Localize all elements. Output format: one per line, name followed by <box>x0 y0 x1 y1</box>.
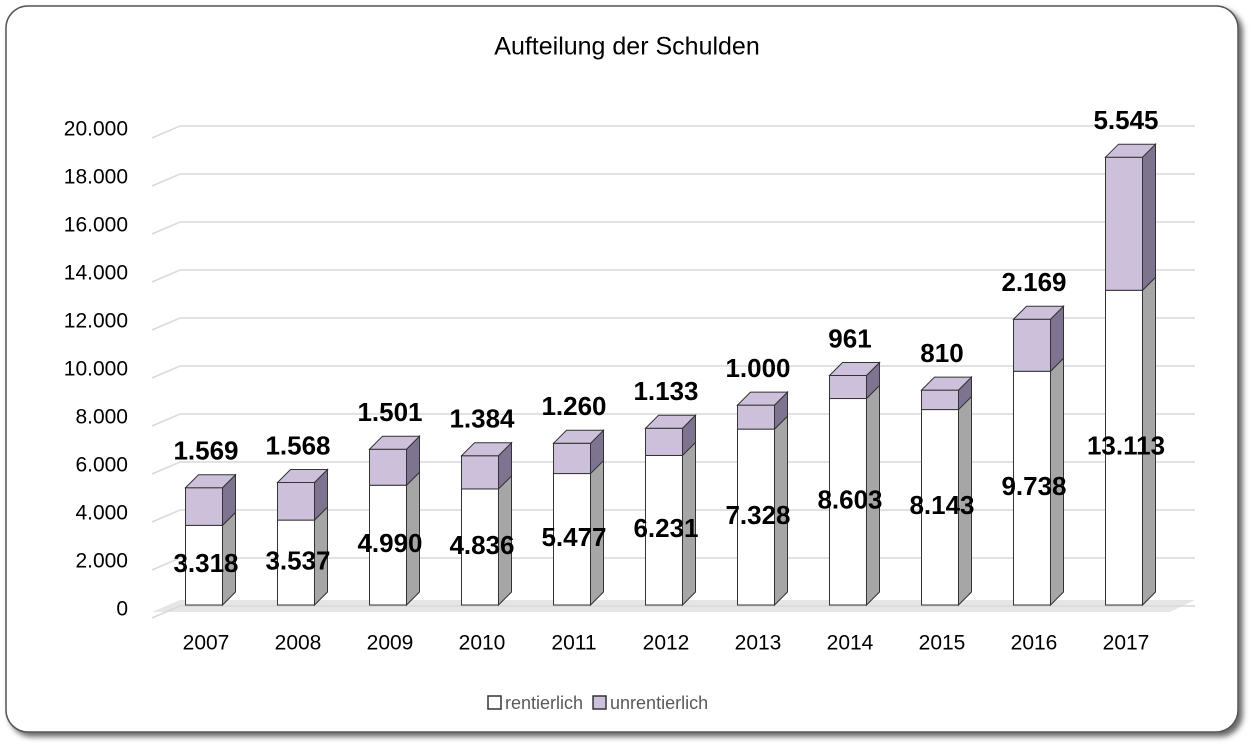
y-tick-label: 14.000 <box>64 262 128 285</box>
x-tick-label: 2015 <box>919 632 966 655</box>
x-tick-label: 2010 <box>459 632 506 655</box>
x-tick-label: 2014 <box>827 632 874 655</box>
y-tick-label: 4.000 <box>75 502 128 525</box>
bar-segment <box>185 524 223 606</box>
legend-label: rentierlich <box>505 693 583 713</box>
data-label: 1.260 <box>541 391 606 421</box>
grid-line <box>151 605 1195 619</box>
legend-label: unrentierlich <box>610 693 708 713</box>
grid-line <box>151 125 1195 139</box>
data-label: 810 <box>920 338 963 368</box>
bar-segment <box>1013 318 1051 372</box>
bar-segment <box>277 481 315 521</box>
data-label: 8.143 <box>909 490 974 520</box>
y-tick-label: 10.000 <box>64 358 128 381</box>
bar-segment <box>737 404 775 430</box>
data-label: 4.836 <box>449 530 514 560</box>
grid-line <box>151 221 1195 235</box>
data-label: 9.738 <box>1001 471 1066 501</box>
bar-top <box>1012 305 1065 320</box>
data-label: 1.501 <box>357 397 422 427</box>
bar-top <box>736 391 789 406</box>
bar-segment <box>369 448 407 486</box>
x-tick-label: 2016 <box>1011 632 1058 655</box>
grid-line <box>151 317 1195 331</box>
bar-segment <box>461 488 499 606</box>
data-label: 3.318 <box>173 548 238 578</box>
bar-top <box>460 442 513 457</box>
y-tick-label: 2.000 <box>75 550 128 573</box>
grid-line <box>151 269 1195 283</box>
data-label: 4.990 <box>357 528 422 558</box>
x-tick-label: 2009 <box>367 632 414 655</box>
bar-top <box>368 435 421 450</box>
data-label: 7.328 <box>725 500 790 530</box>
bar-segment <box>1013 370 1051 606</box>
grid-line <box>151 173 1195 187</box>
bar-side <box>1142 143 1156 292</box>
bar-segment <box>645 454 683 606</box>
data-label: 5.545 <box>1093 105 1158 135</box>
data-label: 1.568 <box>265 430 330 460</box>
data-label: 1.000 <box>725 353 790 383</box>
data-label: 1.133 <box>633 376 698 406</box>
legend-swatch <box>592 695 607 710</box>
bar-top <box>276 468 329 483</box>
y-tick-label: 18.000 <box>64 166 128 189</box>
data-label: 2.169 <box>1001 267 1066 297</box>
y-tick-label: 0 <box>116 598 128 621</box>
x-tick-label: 2011 <box>551 632 596 655</box>
legend-swatch <box>487 695 502 710</box>
x-tick-label: 2012 <box>643 632 690 655</box>
x-tick-label: 2007 <box>183 632 230 655</box>
data-label: 8.603 <box>817 485 882 515</box>
y-tick-label: 20.000 <box>64 118 128 141</box>
bar-segment <box>553 473 591 606</box>
data-label: 13.113 <box>1087 431 1165 461</box>
bar-top <box>552 429 605 444</box>
bar-top <box>920 376 973 391</box>
chart-title: Aufteilung der Schulden <box>494 33 759 61</box>
y-tick-label: 12.000 <box>64 310 128 333</box>
data-label: 3.537 <box>265 545 330 575</box>
bar-segment <box>829 398 867 606</box>
x-tick-label: 2013 <box>735 632 782 655</box>
bar-segment <box>921 389 959 411</box>
data-label: 1.569 <box>173 436 238 466</box>
data-label: 961 <box>828 323 871 353</box>
bar-top <box>828 361 881 376</box>
bar-top <box>1104 143 1157 158</box>
y-tick-label: 8.000 <box>75 406 128 429</box>
x-tick-label: 2017 <box>1103 632 1150 655</box>
bar-segment <box>277 519 315 606</box>
bar-segment <box>461 455 499 490</box>
data-label: 6.231 <box>633 513 698 543</box>
y-tick-label: 6.000 <box>75 454 128 477</box>
x-tick-label: 2008 <box>275 632 322 655</box>
bar-segment <box>1105 156 1143 291</box>
bar-segment <box>553 442 591 475</box>
bar-segment <box>185 487 223 526</box>
y-tick-label: 16.000 <box>64 214 128 237</box>
bar-segment <box>737 428 775 606</box>
bar-top <box>644 414 697 429</box>
bar-top <box>184 474 237 489</box>
data-label: 1.384 <box>449 404 515 434</box>
bar-segment <box>645 427 683 456</box>
data-label: 5.477 <box>541 522 606 552</box>
bar-segment <box>829 374 867 400</box>
